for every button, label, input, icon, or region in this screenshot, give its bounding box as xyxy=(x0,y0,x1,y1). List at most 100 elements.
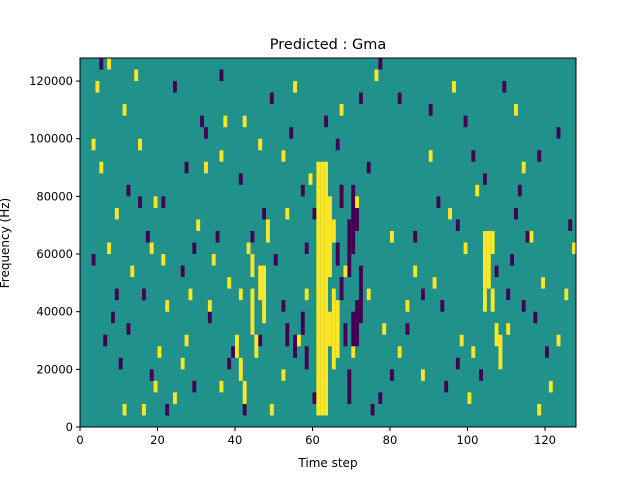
heatmap-cell-high xyxy=(211,254,216,266)
heatmap-cell-high xyxy=(122,104,127,116)
heatmap-cell-low xyxy=(312,207,317,220)
heatmap-cell-low xyxy=(111,311,115,324)
heatmap-cell-low xyxy=(99,58,104,70)
heatmap-cell-low xyxy=(204,127,208,139)
heatmap-cell-high xyxy=(483,288,487,312)
heatmap-cell-low xyxy=(521,300,526,312)
heatmap-cell-low xyxy=(335,138,340,151)
heatmap-cell-low xyxy=(455,219,460,231)
heatmap-cell-low xyxy=(200,115,204,128)
heatmap-cell-high xyxy=(463,242,468,255)
heatmap-cell-low xyxy=(514,207,518,220)
heatmap-cell-high xyxy=(297,334,301,347)
heatmap-cell-high xyxy=(413,265,418,278)
heatmap-cell-high xyxy=(304,288,309,301)
heatmap-cell-low xyxy=(293,334,297,358)
heatmap-cell-low xyxy=(537,150,542,162)
heatmap-cell-low xyxy=(231,346,235,358)
heatmap-cell-high xyxy=(374,69,379,82)
heatmap-cell-low xyxy=(378,58,383,70)
heatmap-cell-low xyxy=(312,392,317,404)
heatmap-cell-high xyxy=(142,403,146,416)
heatmap-cell-high xyxy=(266,219,270,243)
heatmap-cell-high xyxy=(308,173,313,185)
heatmap-cell-low xyxy=(258,334,263,347)
heatmap-cell-low xyxy=(304,346,309,370)
heatmap-cell-low xyxy=(227,357,232,370)
heatmap-cell-low xyxy=(479,369,483,381)
heatmap-cell-high xyxy=(459,334,464,347)
heatmap-cell-high xyxy=(235,334,239,358)
heatmap-cell-low xyxy=(533,311,538,324)
heatmap-cell-high xyxy=(161,254,166,266)
heatmap-cell-high xyxy=(149,242,154,255)
heatmap-cell-high xyxy=(490,230,495,255)
heatmap-cell-low xyxy=(262,207,266,220)
heatmap-cell-low xyxy=(494,265,499,278)
heatmap-cell-low xyxy=(397,92,402,105)
heatmap-cell-high xyxy=(335,300,340,358)
x-tick-label: 100 xyxy=(457,433,479,447)
y-tick-label: 40000 xyxy=(36,305,73,319)
heatmap-cell-high xyxy=(223,115,228,128)
heatmap-cell-low xyxy=(405,323,410,335)
heatmap-cell-low xyxy=(471,150,476,162)
heatmap-cells xyxy=(80,58,576,427)
heatmap-cell-high xyxy=(173,392,177,404)
heatmap-cell-low xyxy=(126,184,131,197)
heatmap-cell-high xyxy=(219,150,224,162)
heatmap-cell-high xyxy=(254,334,259,358)
x-tick-label: 60 xyxy=(305,433,320,447)
x-axis: 0 20 40 60 80 100 120 xyxy=(76,427,556,447)
heatmap-cell-low xyxy=(370,403,375,416)
heatmap-cell-low xyxy=(359,92,363,105)
heatmap-cell-high xyxy=(250,288,255,335)
heatmap-cell-low xyxy=(556,127,561,139)
x-tick-label: 80 xyxy=(383,433,398,447)
heatmap-cell-high xyxy=(355,196,359,208)
heatmap-cell-high xyxy=(293,81,297,93)
heatmap-cell-high xyxy=(405,300,410,312)
heatmap-cell-high xyxy=(537,403,542,416)
heatmap-cell-high xyxy=(564,288,569,301)
heatmap-cell-low xyxy=(165,403,170,416)
heatmap-cell-low xyxy=(242,403,247,416)
x-tick-label: 20 xyxy=(150,433,165,447)
heatmap-cell-low xyxy=(455,357,460,370)
heatmap-cell-high xyxy=(258,138,263,151)
heatmap-cell-low xyxy=(517,184,522,197)
heatmap-cell-high xyxy=(122,403,127,416)
heatmap-cell-low xyxy=(413,230,418,243)
heatmap-cell-low xyxy=(436,196,441,208)
heatmap-cell-high xyxy=(382,323,387,335)
heatmap-cell-high xyxy=(107,58,111,70)
heatmap-cell-high xyxy=(421,369,425,381)
heatmap-cell-high xyxy=(242,115,247,128)
heatmap-cell-high xyxy=(541,277,545,289)
heatmap-cell-low xyxy=(173,81,177,93)
heatmap-cell-high xyxy=(258,265,263,301)
heatmap-cell-high xyxy=(180,357,185,370)
y-tick-label: 100000 xyxy=(29,132,73,146)
heatmap-cell-low xyxy=(335,242,340,266)
heatmap-cell-low xyxy=(269,92,274,105)
heatmap-cell-high xyxy=(475,184,480,197)
heatmap-cell-high xyxy=(238,288,243,301)
heatmap-cell-low xyxy=(502,81,507,93)
heatmap-cell-high xyxy=(204,161,208,174)
heatmap-cell-low xyxy=(545,346,549,358)
y-tick-label: 0 xyxy=(66,420,73,434)
heatmap-cell-low xyxy=(463,115,468,128)
heatmap-cell-low xyxy=(118,357,123,370)
heatmap-cell-high xyxy=(320,403,325,416)
heatmap-cell-low xyxy=(359,265,363,324)
heatmap-cell-low xyxy=(215,230,220,243)
heatmap-cell-high xyxy=(250,254,255,278)
heatmap-cell-low xyxy=(510,254,514,266)
heatmap-cell-low xyxy=(161,196,166,208)
heatmap-cell-low xyxy=(324,115,328,128)
heatmap-cell-high xyxy=(432,277,437,289)
heatmap-cell-high xyxy=(153,196,158,208)
heatmap-cell-low xyxy=(138,196,142,208)
